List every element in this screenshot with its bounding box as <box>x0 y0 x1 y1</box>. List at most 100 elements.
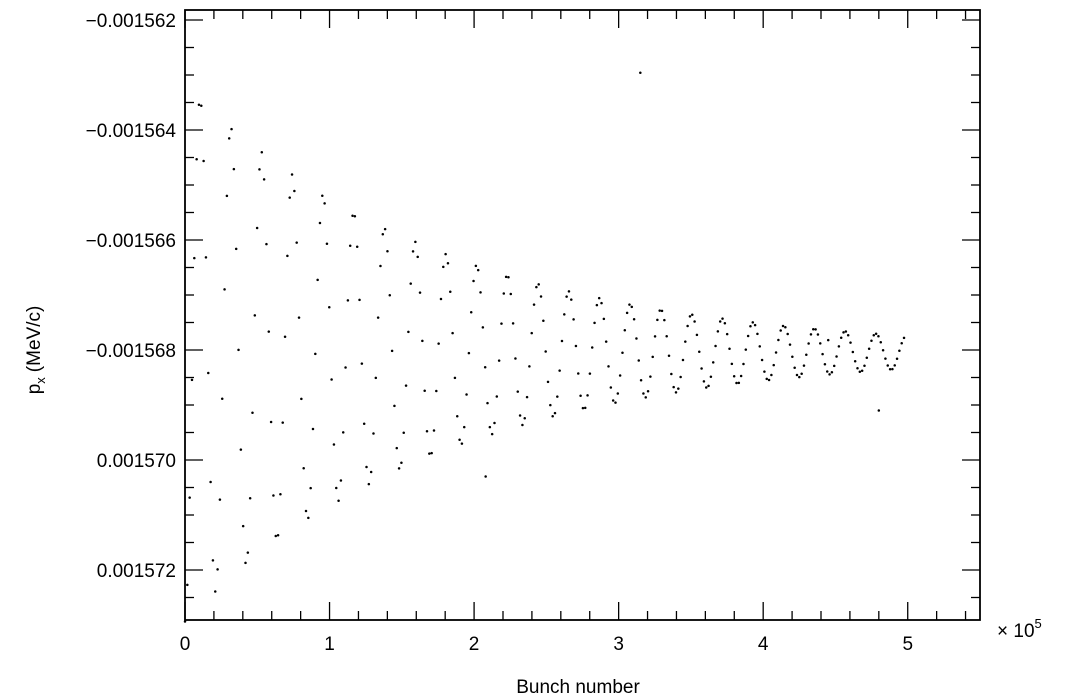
data-point <box>321 194 324 197</box>
data-point <box>728 347 731 350</box>
data-point <box>604 340 608 343</box>
data-point <box>770 373 773 377</box>
data-point <box>237 348 240 352</box>
data-point <box>777 338 780 342</box>
data-point <box>316 278 319 282</box>
data-point <box>514 357 517 360</box>
data-point <box>844 330 848 333</box>
data-point <box>837 345 841 348</box>
x-tick-label: 4 <box>758 634 769 655</box>
data-point <box>462 425 466 429</box>
data-point <box>460 442 464 445</box>
data-point <box>746 334 750 338</box>
data-point <box>276 534 280 537</box>
data-point <box>544 350 547 353</box>
data-point <box>281 421 284 424</box>
data-point <box>311 427 315 431</box>
data-point <box>686 324 689 328</box>
data-point <box>283 335 287 338</box>
x-tick-label: 3 <box>613 634 624 655</box>
x-axis-multiplier: × 105 <box>997 616 1042 642</box>
data-point <box>597 296 601 300</box>
data-point <box>772 363 775 367</box>
data-point <box>663 318 666 322</box>
data-point <box>474 264 478 268</box>
data-point <box>483 366 487 369</box>
data-point <box>560 339 564 343</box>
data-point <box>660 309 664 313</box>
x-tick-label: 1 <box>324 634 335 655</box>
data-point <box>781 324 785 328</box>
stray-point <box>484 475 487 478</box>
data-point <box>248 497 252 500</box>
data-point <box>751 321 755 324</box>
data-point <box>432 429 436 432</box>
data-point <box>504 275 508 279</box>
data-point <box>290 173 294 176</box>
x-tick-label: 0 <box>180 634 191 655</box>
data-point <box>195 158 198 161</box>
data-point <box>442 265 445 269</box>
data-point <box>348 244 352 248</box>
data-point <box>702 380 706 383</box>
data-point <box>865 356 869 360</box>
data-point <box>253 314 257 317</box>
data-point <box>595 303 599 307</box>
data-point <box>511 322 515 325</box>
data-point <box>428 452 431 455</box>
data-point <box>386 250 389 253</box>
data-point <box>632 317 636 321</box>
data-point <box>509 292 513 296</box>
data-point <box>753 323 757 327</box>
data-point <box>760 358 764 362</box>
data-point <box>644 396 647 399</box>
data-point <box>846 334 850 337</box>
data-point <box>786 332 789 336</box>
data-point <box>742 362 745 366</box>
data-point <box>800 372 803 375</box>
data-point <box>220 397 224 401</box>
data-point <box>802 364 806 367</box>
data-point <box>469 311 473 314</box>
axis-ticks <box>184 10 980 620</box>
data-point <box>202 159 205 163</box>
data-point <box>225 194 229 198</box>
data-point <box>397 467 401 470</box>
data-point <box>309 486 312 490</box>
data-point <box>798 375 801 379</box>
data-point <box>721 317 724 320</box>
data-point <box>579 394 582 398</box>
data-point <box>479 291 482 294</box>
data-point <box>888 367 892 371</box>
data-point <box>502 292 506 295</box>
data-point <box>546 380 550 384</box>
data-point <box>853 359 857 363</box>
data-point <box>209 480 212 484</box>
data-point <box>393 404 396 408</box>
data-point <box>884 357 887 360</box>
data-point <box>698 350 701 354</box>
stray-point <box>639 71 642 75</box>
data-point <box>665 335 668 338</box>
data-point <box>383 227 387 231</box>
data-point <box>444 252 447 256</box>
data-point <box>307 516 310 520</box>
data-point <box>532 303 536 306</box>
data-point <box>681 358 685 362</box>
data-point <box>667 354 671 357</box>
data-point <box>630 305 634 309</box>
data-point <box>495 395 499 398</box>
data-point <box>204 256 208 259</box>
data-point <box>651 355 654 359</box>
data-point <box>425 429 429 433</box>
data-point <box>418 291 422 294</box>
data-point <box>365 465 368 469</box>
data-point <box>416 255 419 259</box>
data-point <box>795 373 799 377</box>
data-point <box>239 448 243 451</box>
data-point <box>388 293 392 297</box>
data-point <box>691 313 694 317</box>
data-point <box>335 486 338 490</box>
data-point <box>402 431 405 435</box>
data-point <box>411 250 415 253</box>
